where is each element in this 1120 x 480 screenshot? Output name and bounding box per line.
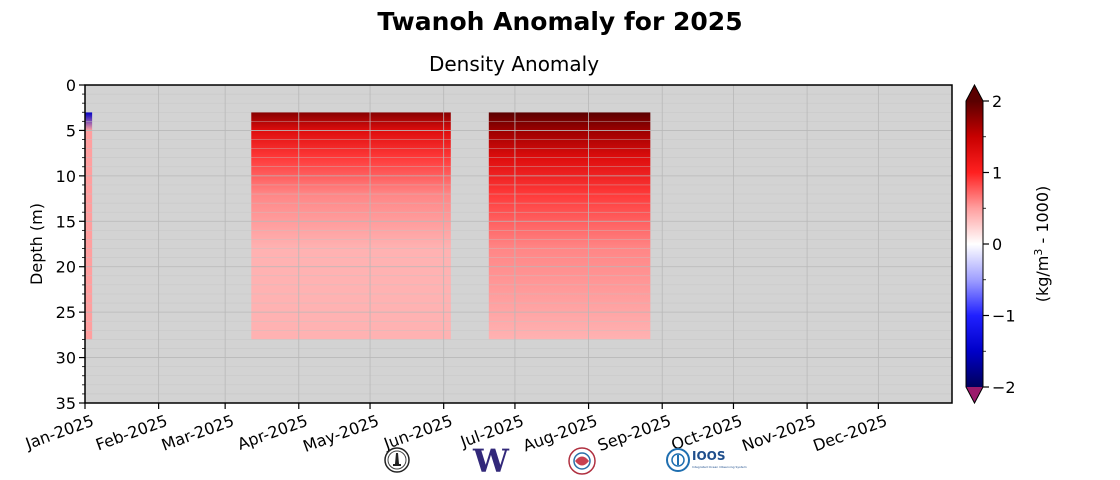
y-axis-label: Depth (m) <box>27 203 46 285</box>
ioos-logo-text: IOOS <box>692 449 726 463</box>
colorbar-label: (kg/m3 - 1000) <box>1032 186 1052 303</box>
chart-subtitle: Density Anomaly <box>429 52 599 76</box>
x-tick-label: Jun-2025 <box>380 411 455 454</box>
ioos-logo: IOOS Integrated Ocean Observing System <box>666 448 747 472</box>
colorbar-under-extension <box>966 387 983 403</box>
x-tick-label: May-2025 <box>300 411 381 456</box>
uw-logo: W <box>472 442 510 480</box>
ioos-logo-subtext: Integrated Ocean Observing System <box>692 465 747 469</box>
x-tick-label: Feb-2025 <box>93 411 170 454</box>
colorbar-tick-label: 1 <box>992 164 1002 183</box>
uw-logo-letter: W <box>472 442 510 480</box>
x-tick-label: Mar-2025 <box>159 411 237 455</box>
y-tick-label: 25 <box>56 303 76 322</box>
colorbar-over-extension <box>966 85 983 101</box>
logo-row: W IOOS Integrated Ocean Observing System <box>384 442 747 480</box>
x-tick-label: Sep-2025 <box>595 411 674 455</box>
data-block-1 <box>85 112 93 340</box>
tribal-logo <box>568 447 596 475</box>
x-tick-label: Nov-2025 <box>739 411 818 455</box>
data-layer <box>85 112 651 340</box>
y-tick-label: 5 <box>66 121 76 140</box>
data-block-3 <box>488 112 651 340</box>
x-tick-label: Jan-2025 <box>22 411 96 454</box>
y-tick-label: 10 <box>56 167 76 186</box>
colorbar-tick-label: 0 <box>992 235 1002 254</box>
colorbar-tick-label: −1 <box>992 307 1016 326</box>
colorbar-scale <box>966 101 983 387</box>
data-block-2 <box>251 112 451 340</box>
lighthouse-logo <box>384 447 410 473</box>
y-tick-label: 15 <box>56 212 76 231</box>
plot-frame <box>84 84 953 404</box>
y-tick-label: 20 <box>56 258 76 277</box>
colorbar-tick-label: 2 <box>992 92 1002 111</box>
chart-title: Twanoh Anomaly for 2025 <box>377 7 742 36</box>
y-tick-label: 0 <box>66 76 76 95</box>
x-tick-label: Oct-2025 <box>669 411 745 454</box>
x-axis: Jan-2025Feb-2025Mar-2025Apr-2025May-2025… <box>22 403 890 456</box>
colorbar: 2 1 0 −1 −2 <box>965 83 1016 405</box>
x-tick-label: Apr-2025 <box>235 411 310 454</box>
y-tick-label: 35 <box>56 394 76 413</box>
x-tick-label: Dec-2025 <box>810 411 889 455</box>
y-tick-label: 30 <box>56 349 76 368</box>
y-axis: 0 5 10 15 20 25 30 35 <box>56 76 85 413</box>
colorbar-tick-label: −2 <box>992 378 1016 397</box>
